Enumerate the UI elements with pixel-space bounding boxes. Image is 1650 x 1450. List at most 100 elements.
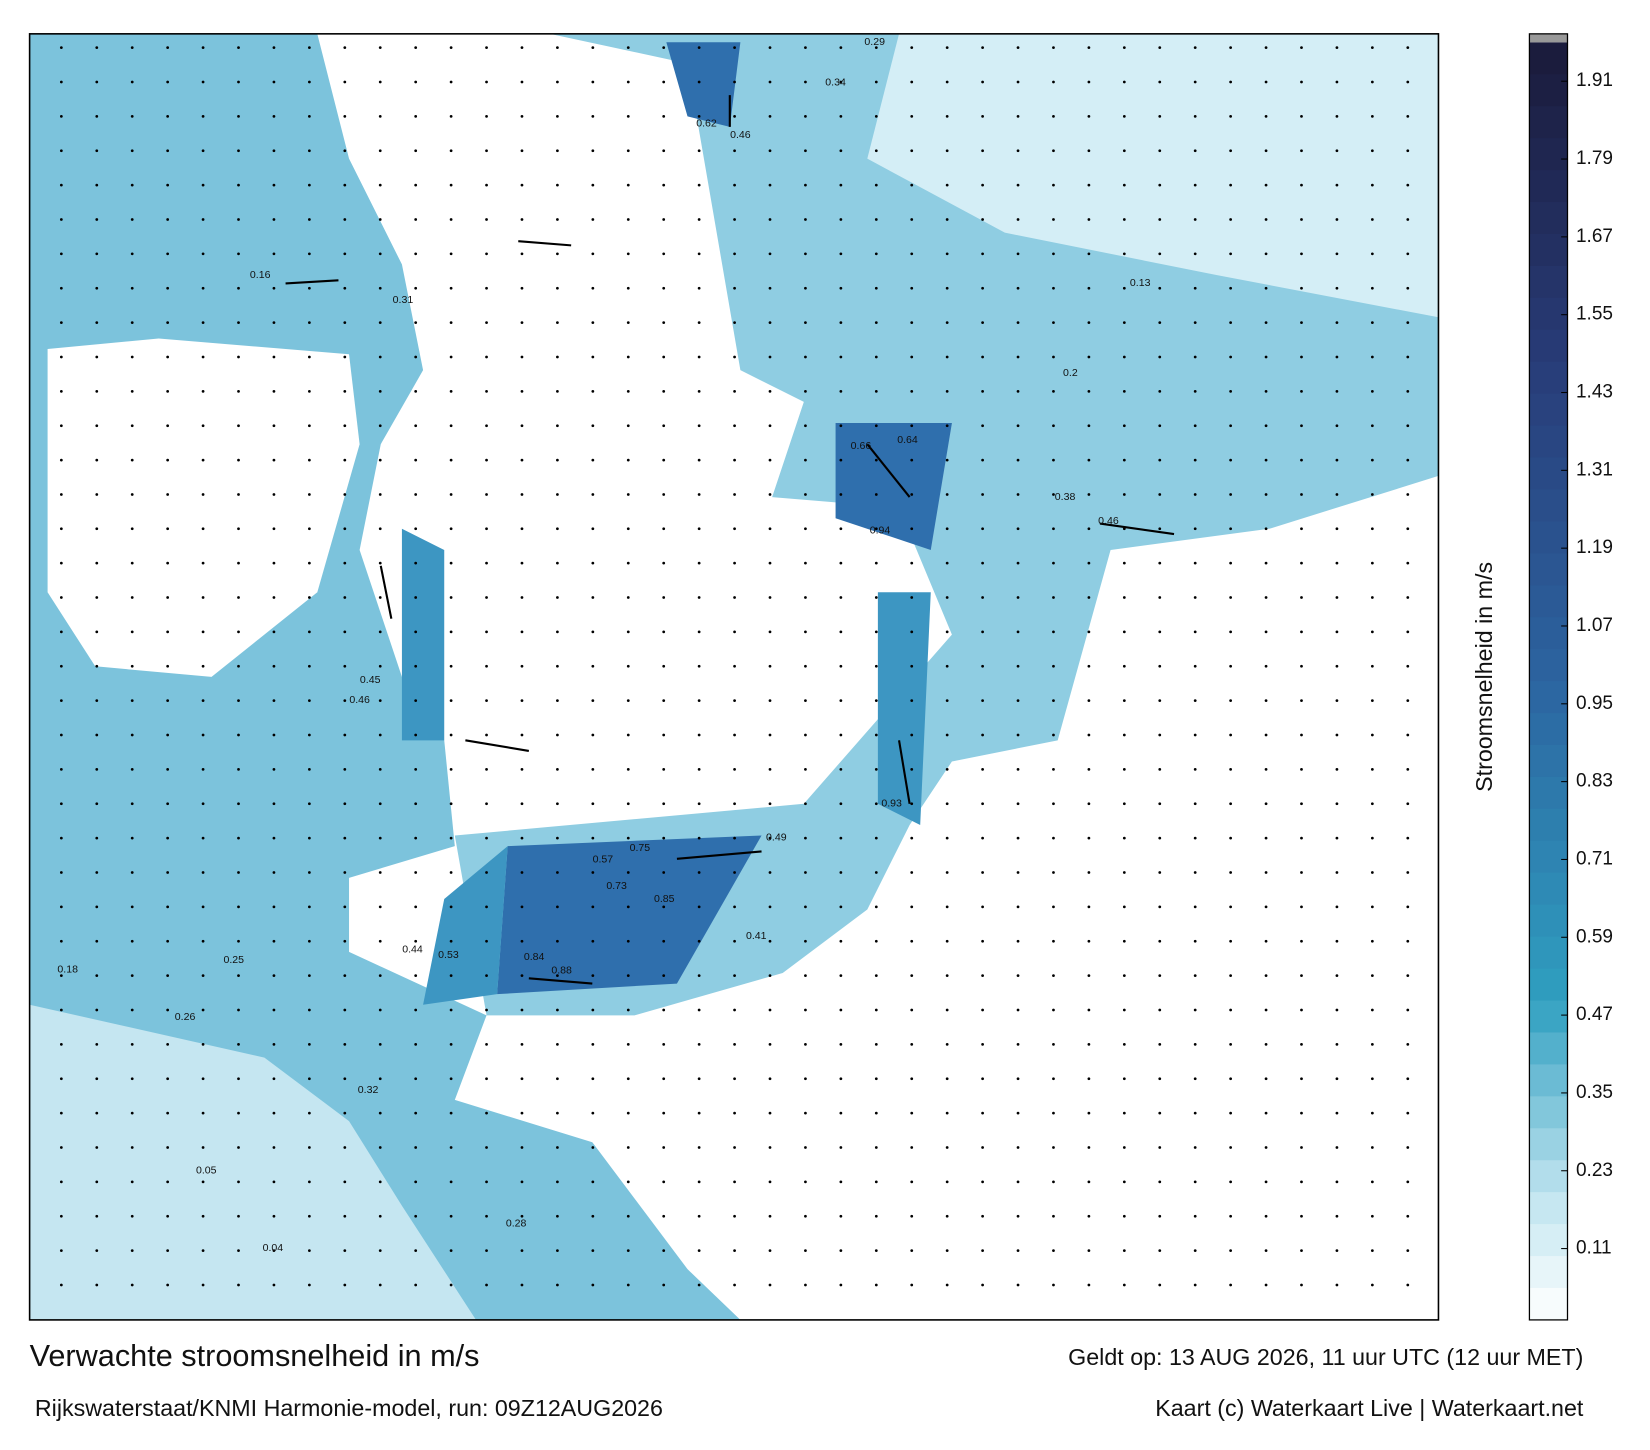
grid-dot (910, 802, 914, 806)
grid-dot (839, 1146, 843, 1149)
grid-dot (1052, 527, 1055, 531)
grid-dot (1229, 596, 1232, 599)
grid-dot (697, 389, 701, 393)
grid-dot (874, 389, 878, 393)
grid-dot (166, 149, 170, 153)
grid-dot (874, 596, 878, 599)
grid-dot (1087, 836, 1091, 840)
grid-dot (874, 149, 878, 153)
mid-channel (401, 528, 931, 1005)
grid-dot (945, 355, 949, 359)
grid-dot (733, 802, 736, 806)
grid-dot (130, 1146, 134, 1149)
grid-dot (945, 1043, 949, 1046)
speed-label: 0.46 (730, 129, 751, 141)
colorbar-band (1529, 233, 1568, 267)
colorbar-frame (1528, 33, 1569, 1321)
grid-dot (1052, 1043, 1055, 1046)
grid-dot (1052, 149, 1055, 153)
grid-dot (662, 939, 666, 943)
grid-dot (1052, 1111, 1055, 1115)
colorbar-band (1529, 106, 1568, 139)
grid-dot (1264, 493, 1268, 496)
grid-dot (1229, 389, 1232, 393)
grid-dot (662, 1180, 666, 1184)
grid-dot (874, 114, 878, 118)
grid-dot (1122, 974, 1126, 978)
grid-dot (839, 699, 843, 703)
grid-dot (95, 768, 99, 771)
grid-dot (626, 905, 630, 909)
grid-dot (1229, 458, 1232, 462)
grid-dot (485, 114, 488, 118)
grid-dot (378, 836, 382, 840)
grid-dot (308, 252, 311, 256)
grid-dot (1087, 286, 1091, 290)
grid-dot (1016, 218, 1020, 221)
grid-dot (1370, 458, 1374, 462)
grid-dot (1158, 1214, 1162, 1218)
grid-dot (662, 561, 666, 565)
grid-dot (1158, 183, 1162, 187)
grid-dot (1300, 871, 1303, 874)
speed-labels: 0.620.460.340.290.640.660.940.930.750.84… (57, 36, 1150, 1254)
grid-dot (981, 699, 984, 703)
grid-dot (343, 802, 347, 806)
grid-dot (95, 1043, 99, 1046)
grid-dot (1370, 114, 1374, 118)
grid-dot (1229, 905, 1232, 909)
grid-dot (308, 218, 311, 221)
grid-dot (414, 1008, 418, 1012)
grid-dot (768, 1283, 772, 1287)
grid-dot (1370, 527, 1374, 531)
grid-dot (1193, 974, 1197, 978)
grid-dot (1229, 1043, 1232, 1046)
grid-dot (378, 630, 382, 634)
grid-dot (1335, 699, 1339, 703)
grid-dot (804, 80, 807, 84)
grid-dot (1406, 1043, 1410, 1046)
grid-dot (378, 871, 382, 874)
grid-dot (839, 80, 843, 84)
grid-dot (1406, 458, 1410, 462)
grid-dot (520, 80, 524, 84)
grid-dot (485, 1283, 488, 1287)
grid-dot (556, 596, 559, 599)
grid-dot (520, 114, 524, 118)
grid-dot (1122, 1043, 1126, 1046)
grid-dot (768, 733, 772, 737)
colorbar-band (1529, 361, 1568, 395)
grid-dot (768, 1214, 772, 1218)
grid-dot (1229, 321, 1232, 324)
grid-dot (449, 80, 453, 84)
speed-label: 0.41 (746, 930, 767, 942)
grid-dot (839, 561, 843, 565)
grid-dot (1229, 46, 1232, 49)
grid-dot (1016, 802, 1020, 806)
grid-dot (378, 939, 382, 943)
grid-dot (414, 871, 418, 874)
grid-dot (1335, 286, 1339, 290)
grid-dot (591, 664, 595, 668)
grid-dot (201, 355, 205, 359)
grid-dot (1122, 905, 1126, 909)
arrow (528, 977, 593, 985)
grid-dot (874, 836, 878, 840)
grid-dot (1335, 768, 1339, 771)
grid-dot (662, 1283, 666, 1287)
speed-label: 0.16 (250, 269, 271, 281)
grid-dot (272, 630, 276, 634)
grid-dot (520, 355, 524, 359)
grid-dot (343, 699, 347, 703)
grid-dot (1193, 458, 1197, 462)
grid-dot (1016, 46, 1020, 49)
colorbar-tick-label: 0.47 (1576, 1004, 1613, 1025)
grid-dot (591, 114, 595, 118)
grid-dot (343, 80, 347, 84)
grid-dot (1370, 905, 1374, 909)
grid-dot (910, 424, 914, 428)
grid-dot (1335, 1214, 1339, 1218)
grid-dot (910, 664, 914, 668)
grid-dot (1087, 80, 1091, 84)
grid-dot (733, 286, 736, 290)
